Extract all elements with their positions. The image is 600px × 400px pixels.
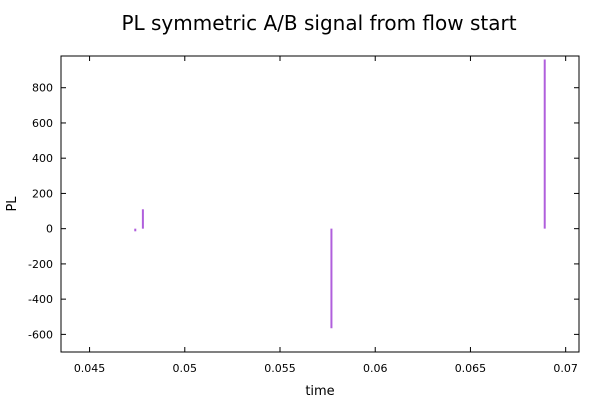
y-tick-label: -200: [28, 258, 53, 271]
x-axis: 0.045 0.05 0.055 0.06 0.065 0.07: [74, 56, 578, 375]
data-series: [134, 59, 546, 329]
x-tick-label: 0.07: [553, 362, 578, 375]
y-axis: -600 -400 -200 0 200 400 600 800: [28, 82, 579, 341]
x-tick-label: 0.05: [173, 362, 198, 375]
y-tick-label: 400: [32, 152, 53, 165]
y-tick-label: -400: [28, 293, 53, 306]
y-tick-label: 200: [32, 187, 53, 200]
x-tick-label: 0.06: [363, 362, 388, 375]
x-tick-label: 0.065: [455, 362, 487, 375]
chart-title: PL symmetric A/B signal from flow start: [121, 11, 516, 35]
x-axis-label: time: [305, 384, 334, 399]
x-tick-label: 0.055: [264, 362, 296, 375]
plot-area-frame: [60, 55, 580, 353]
x-tick-label: 0.045: [74, 362, 106, 375]
y-tick-label: -600: [28, 328, 53, 341]
y-tick-label: 800: [32, 82, 53, 95]
y-tick-label: 0: [46, 223, 53, 236]
y-axis-label: PL: [5, 196, 20, 212]
y-tick-label: 600: [32, 117, 53, 130]
